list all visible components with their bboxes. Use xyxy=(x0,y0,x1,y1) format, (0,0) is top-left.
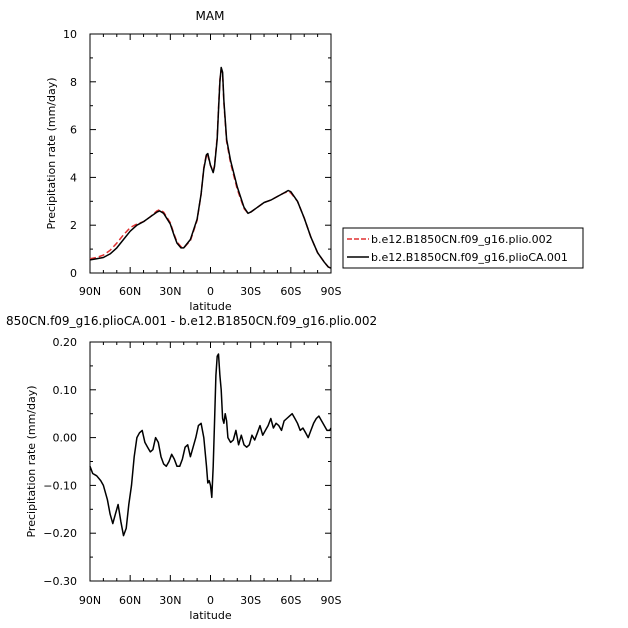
x-tick-label: 90S xyxy=(321,285,342,298)
y-tick-label: −0.10 xyxy=(43,479,77,492)
x-tick-label: 0 xyxy=(207,594,214,607)
y-tick-label: 0.10 xyxy=(53,384,78,397)
x-axis-label: latitude xyxy=(189,300,231,313)
x-tick-label: 60N xyxy=(119,594,141,607)
y-tick-label: 10 xyxy=(63,28,77,41)
x-axis-label: latitude xyxy=(189,609,231,622)
x-tick-label: 30N xyxy=(159,285,181,298)
chart-title: MAM xyxy=(196,9,225,23)
y-tick-label: −0.20 xyxy=(43,527,77,540)
y-tick-label: 0.00 xyxy=(53,432,78,445)
chart-title: 850CN.f09_g16.plioCA.001 - b.e12.B1850CN… xyxy=(6,314,377,328)
y-axis-label: Precipitation rate (mm/day) xyxy=(25,385,38,537)
y-tick-label: −0.30 xyxy=(43,575,77,588)
x-tick-label: 90N xyxy=(79,285,101,298)
series-line-1 xyxy=(89,353,332,537)
x-tick-label: 30S xyxy=(240,594,261,607)
y-tick-label: 0 xyxy=(70,267,77,280)
y-tick-label: 8 xyxy=(70,76,77,89)
x-tick-label: 60N xyxy=(119,285,141,298)
x-tick-label: 90S xyxy=(321,594,342,607)
y-tick-label: 4 xyxy=(70,171,77,184)
y-tick-label: 0.20 xyxy=(53,336,78,349)
series-line-1 xyxy=(89,69,332,269)
legend-entry-2: b.e12.B1850CN.f09_g16.plioCA.001 xyxy=(371,251,568,264)
legend-entry-1: b.e12.B1850CN.f09_g16.plio.002 xyxy=(371,233,553,246)
x-tick-label: 60S xyxy=(280,285,301,298)
y-axis-label: Precipitation rate (mm/day) xyxy=(45,77,58,229)
legend-box xyxy=(342,227,584,269)
x-tick-label: 0 xyxy=(207,285,214,298)
x-tick-label: 30S xyxy=(240,285,261,298)
series-line-2 xyxy=(89,66,332,269)
y-tick-label: 2 xyxy=(70,219,77,232)
plot-frame xyxy=(89,341,332,582)
y-tick-label: 6 xyxy=(70,124,77,137)
x-tick-label: 90N xyxy=(79,594,101,607)
x-tick-label: 60S xyxy=(280,594,301,607)
x-tick-label: 30N xyxy=(159,594,181,607)
